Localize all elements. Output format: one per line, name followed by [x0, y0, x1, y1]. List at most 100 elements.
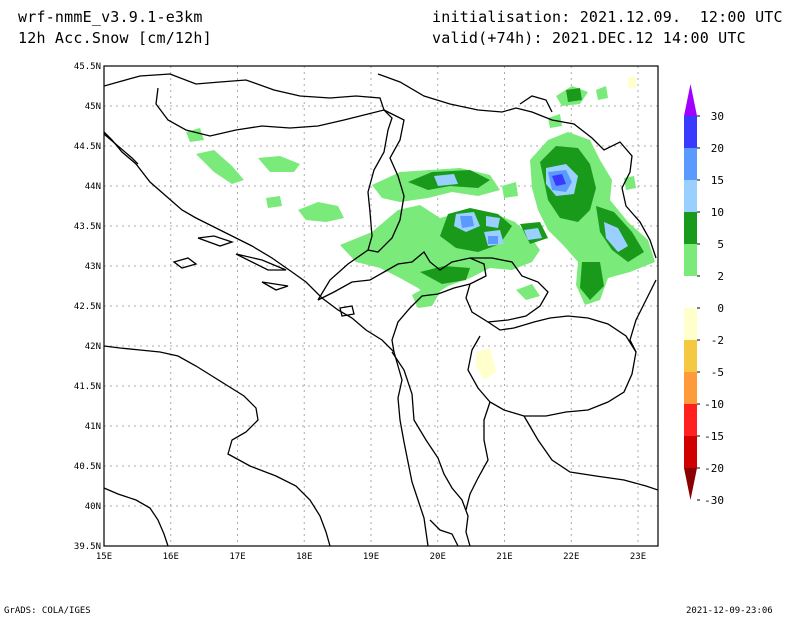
colorbar-label: 2: [717, 270, 724, 283]
init-time: initialisation: 2021.12.09. 12:00 UTC: [432, 8, 783, 26]
colorbar-cap-top: [684, 84, 697, 116]
colorbar-label: -5: [711, 366, 724, 379]
model-title: wrf-nmmE_v3.9.1-e3km: [18, 8, 203, 26]
colorbar-segment: [684, 212, 697, 244]
colorbar-segment: [684, 244, 697, 276]
colorbar-segment: [684, 116, 697, 148]
snow-area-blue: [488, 236, 498, 244]
snow-area-light: [502, 182, 518, 198]
greek-coast: [429, 519, 459, 546]
border-bulgaria: [629, 279, 657, 353]
island: [235, 253, 287, 271]
snow-area-light: [266, 196, 282, 208]
lat-label: 42.5N: [74, 302, 101, 312]
snow-area-dark: [566, 88, 582, 102]
snow-area-dark: [580, 262, 604, 300]
colorbar-label: -30: [704, 494, 724, 507]
snow-area-light: [298, 202, 344, 222]
colorbar-label: -2: [711, 334, 724, 347]
lon-label: 23E: [630, 552, 646, 562]
lat-label: 41N: [85, 422, 101, 432]
island: [339, 305, 355, 317]
colorbar-segment: [684, 308, 697, 340]
border-albania: [391, 351, 471, 546]
lat-label: 40.5N: [74, 462, 101, 472]
colorbar-segment: [684, 340, 697, 372]
island: [197, 235, 235, 247]
border-greece: [523, 415, 658, 491]
lon-label: 18E: [296, 552, 312, 562]
snow-area-lightblue: [604, 222, 628, 252]
field-title: 12h Acc.Snow [cm/12h]: [18, 29, 212, 47]
snow-area-light: [596, 86, 608, 100]
snow-area-lightblue: [434, 174, 458, 186]
colorbar-segment: [684, 180, 697, 212]
lat-label: 39.5N: [74, 542, 101, 552]
snow-area-blue: [460, 216, 474, 228]
snow-area-light: [412, 286, 440, 308]
border-montenegro: [317, 251, 487, 353]
footer-credit: GrADS: COLA/IGES: [4, 606, 91, 616]
colorbar-segment: [684, 436, 697, 468]
border-danube: [519, 95, 553, 113]
colorbar-label: -15: [704, 430, 724, 443]
colorbar-label: 15: [711, 174, 724, 187]
colorbar-label: -20: [704, 462, 724, 475]
snow-area-negative: [628, 76, 636, 88]
valid-time: valid(+74h): 2021.DEC.12 14:00 UTC: [432, 29, 746, 47]
longitude-labels: 15E 16E 17E 18E 19E 20E 21E 22E 23E: [96, 552, 646, 562]
island: [104, 133, 139, 165]
colorbar-label: 30: [711, 110, 724, 123]
snow-area-deepblue: [552, 174, 566, 186]
adriatic-coast-east: [104, 131, 429, 546]
snow-area-lightblue: [524, 228, 542, 240]
lon-label: 20E: [430, 552, 446, 562]
snow-area-light: [624, 176, 636, 190]
lat-label: 41.5N: [74, 382, 101, 392]
colorbar-label: -10: [704, 398, 724, 411]
italy-coast: [104, 345, 331, 546]
border-kosovo: [465, 257, 549, 323]
snow-area-lightblue: [486, 216, 500, 228]
snow-area-light: [258, 156, 300, 172]
lat-label: 43.5N: [74, 222, 101, 232]
lat-label: 40N: [85, 502, 101, 512]
border-macedonia: [467, 315, 637, 417]
border-serbia: [367, 109, 405, 253]
lon-label: 19E: [363, 552, 379, 562]
coastlines-borders: [104, 73, 658, 546]
lat-label: 44N: [85, 182, 101, 192]
island: [172, 257, 198, 269]
lat-label: 43N: [85, 262, 101, 272]
footer-timestamp: 2021-12-09-23:06: [686, 606, 773, 616]
lon-label: 17E: [229, 552, 245, 562]
colorbar-segment: [684, 372, 697, 404]
colorbar-segment: [684, 276, 697, 308]
border-albania-greece: [465, 401, 491, 511]
lat-label: 44.5N: [74, 142, 101, 152]
snow-area-light: [516, 284, 540, 300]
lon-label: 16E: [163, 552, 179, 562]
lat-label: 45.5N: [74, 62, 101, 72]
border-bosnia-inner: [155, 87, 385, 137]
snow-area-light: [196, 150, 244, 184]
colorbar-label: 10: [711, 206, 724, 219]
lat-label: 45N: [85, 102, 101, 112]
lat-label: 42N: [85, 342, 101, 352]
lon-label: 21E: [496, 552, 512, 562]
snow-contours: [186, 76, 655, 380]
colorbar-segment: [684, 404, 697, 436]
lon-label: 15E: [96, 552, 112, 562]
snow-area-dark: [420, 266, 470, 284]
map-frame: [103, 65, 659, 547]
latitude-labels: 45.5N 45N 44.5N 44N 43.5N 43N 42.5N 42N 41.5N 41N…: [74, 62, 101, 552]
colorbar-cap-bottom: [684, 468, 697, 500]
colorbar-label: 5: [717, 238, 724, 251]
italy-coast-west: [104, 487, 169, 546]
colorbar-segment: [684, 148, 697, 180]
colorbar-label: 0: [717, 302, 724, 315]
snow-area-negative: [476, 348, 496, 380]
border-serbia-romania: [377, 73, 657, 259]
